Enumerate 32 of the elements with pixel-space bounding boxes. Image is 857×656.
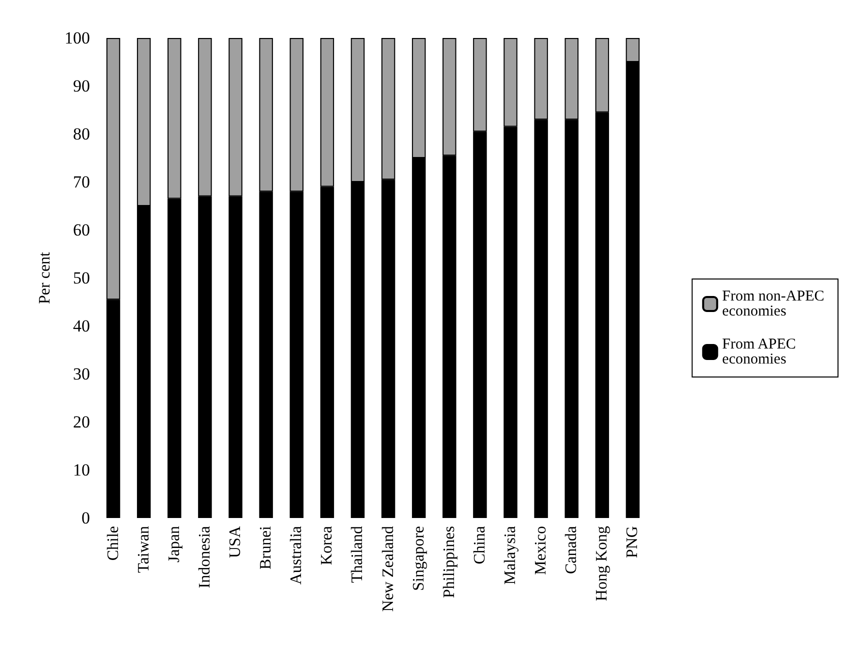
x-tick-label: Malaysia	[502, 526, 519, 585]
legend-label: From APEC economies	[722, 336, 800, 368]
x-tick-label: Hong Kong	[594, 526, 611, 602]
y-tick-label: 90	[73, 76, 90, 96]
x-tick-label: Taiwan	[135, 526, 152, 573]
x-tick-label: Mexico	[532, 526, 550, 575]
legend-label: From non-APEC economies	[722, 288, 828, 320]
y-tick-label: 70	[73, 172, 90, 192]
y-tick-label: 60	[73, 220, 90, 240]
x-tick-label: Australia	[288, 526, 306, 585]
x-tick-label: Indonesia	[196, 526, 214, 588]
y-tick-label: 50	[73, 268, 90, 288]
y-tick-label: 80	[73, 124, 90, 144]
x-tick-label: Thailand	[349, 526, 366, 583]
y-tick-label: 100	[64, 28, 90, 48]
y-tick-label: 40	[73, 316, 90, 336]
y-tick-label: 0	[82, 508, 90, 528]
x-tick-label: Korea	[318, 526, 336, 566]
x-tick-label: PNG	[624, 526, 642, 558]
x-tick-label: Singapore	[410, 526, 428, 591]
x-tick-label: Canada	[563, 526, 580, 574]
x-tick-label: Chile	[104, 526, 122, 561]
y-tick-label: 10	[73, 460, 90, 480]
x-tick-label: Philippines	[440, 526, 458, 598]
x-tick-label: Japan	[166, 526, 183, 562]
y-tick-label: 20	[73, 412, 90, 432]
y-tick-label: 30	[73, 364, 90, 384]
x-tick-label: New Zealand	[380, 526, 397, 612]
x-tick-label: China	[471, 526, 488, 564]
x-tick-label: USA	[227, 526, 244, 558]
x-tick-label: Brunei	[258, 525, 275, 570]
y-axis-title: Per cent	[36, 251, 54, 304]
